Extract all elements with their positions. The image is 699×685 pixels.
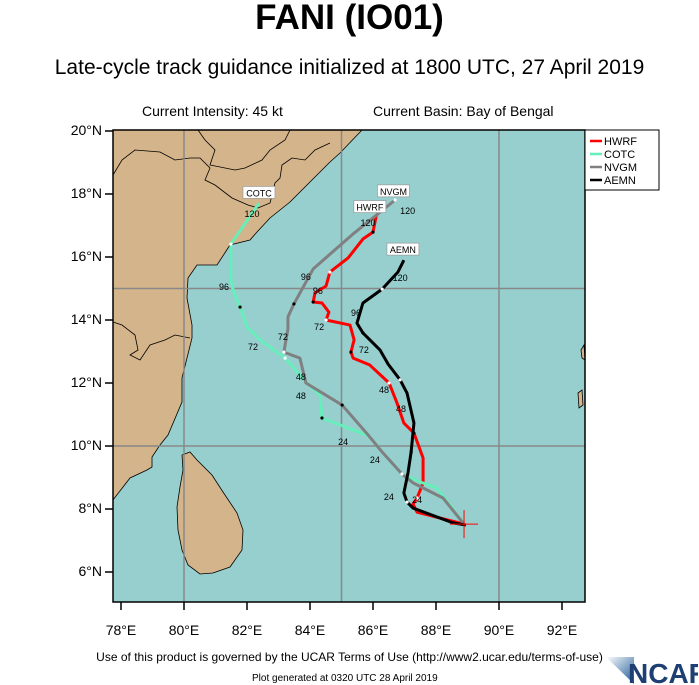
forecast-hour-label: 96 <box>219 282 229 292</box>
lon-label: 84°E <box>294 622 326 638</box>
forecast-hour-label: 96 <box>351 308 361 318</box>
track-point <box>320 416 324 420</box>
track-point <box>238 305 242 309</box>
track-hwrf <box>311 215 465 526</box>
track-point <box>398 378 402 382</box>
model-tag: COTC <box>246 188 272 198</box>
lat-label: 12°N <box>70 374 102 390</box>
track-point <box>387 381 391 385</box>
model-tag: NVGM <box>380 187 407 197</box>
state-border <box>112 142 331 209</box>
forecast-hour-label: 24 <box>384 492 394 502</box>
track-point <box>405 500 409 504</box>
lat-label: 10°N <box>70 437 102 453</box>
guidance-subtitle: Late-cycle track guidance initialized at… <box>54 56 645 79</box>
model-tag: AEMN <box>390 245 416 255</box>
track-point <box>283 356 287 360</box>
track-point <box>340 403 344 407</box>
track-point <box>409 450 413 454</box>
track-point <box>361 331 365 335</box>
track-point <box>324 318 328 322</box>
track-point <box>311 300 315 304</box>
map-frame <box>112 129 586 603</box>
legend-label: NVGM <box>604 162 637 174</box>
track-point <box>328 270 332 274</box>
forecast-hour-label: 72 <box>314 322 324 332</box>
state-border <box>112 321 191 361</box>
lon-label: 90°E <box>483 622 515 638</box>
lon-label: 92°E <box>546 622 578 638</box>
lat-label: 14°N <box>70 311 102 327</box>
track-point <box>393 198 397 202</box>
forecast-hour-label: 24 <box>412 495 422 505</box>
legend-label: COTC <box>604 149 635 161</box>
lat-label: 16°N <box>70 248 102 264</box>
lat-label: 6°N <box>78 563 103 579</box>
sri-lanka-landmass <box>176 451 244 575</box>
track-point <box>229 242 233 246</box>
model-tag: HWRF <box>356 203 383 213</box>
forecast-hour-label: 72 <box>359 345 369 355</box>
forecast-hour-label: 120 <box>400 206 415 216</box>
forecast-hour-label: 48 <box>296 372 306 382</box>
andaman-island <box>577 389 584 409</box>
forecast-hour-label: 96 <box>313 286 323 296</box>
track-point <box>400 472 404 476</box>
forecast-hour-label: 120 <box>360 218 375 228</box>
state-border <box>197 129 291 171</box>
forecast-hour-label: 120 <box>393 273 408 283</box>
model-tag-box <box>377 184 410 198</box>
track-point <box>292 302 296 306</box>
gridlines <box>113 130 585 602</box>
model-tag-box <box>386 242 420 256</box>
track-point <box>349 350 353 354</box>
ncar-logo-text: NCAR <box>628 658 698 685</box>
lon-label: 86°E <box>357 622 389 638</box>
lat-label: 18°N <box>70 185 102 201</box>
terms-of-use-notice: Use of this product is governed by the U… <box>96 650 603 664</box>
land <box>112 129 586 575</box>
current-basin: Current Basin: Bay of Bengal <box>373 103 554 119</box>
lon-label: 78°E <box>105 622 137 638</box>
forecast-hour-label: 96 <box>301 272 311 282</box>
lon-label: 80°E <box>168 622 200 638</box>
lon-label: 82°E <box>231 622 263 638</box>
legend-label: AEMN <box>604 175 636 187</box>
current-intensity: Current Intensity: 45 kt <box>142 103 283 119</box>
lat-label: 8°N <box>78 500 103 516</box>
forecast-hour-label: 72 <box>248 342 258 352</box>
track-point <box>282 350 286 354</box>
forecast-hour-label: 48 <box>296 391 306 401</box>
model-tag-box <box>242 186 276 199</box>
forecast-hour-label: 48 <box>379 385 389 395</box>
plot-generated-timestamp: Plot generated at 0320 UTC 28 April 2019 <box>252 673 438 684</box>
forecast-tracks <box>229 198 467 527</box>
track-point <box>371 230 375 234</box>
storm-title: FANI (IO01) <box>255 0 444 37</box>
legend-label: HWRF <box>604 136 637 148</box>
forecast-hour-label: 72 <box>278 332 288 342</box>
forecast-hour-label: 48 <box>396 404 406 414</box>
initial-position-marker <box>450 510 479 539</box>
lat-label: 20°N <box>70 122 102 138</box>
forecast-hour-label: 24 <box>370 455 380 465</box>
ncar-logo: NCAR <box>606 657 698 685</box>
forecast-hour-label: 24 <box>338 437 348 447</box>
track-point <box>380 287 384 291</box>
forecast-hour-label: 120 <box>245 209 260 219</box>
model-tag-box <box>353 200 387 213</box>
lon-label: 88°E <box>420 622 452 638</box>
axis-ticks <box>105 130 563 610</box>
track-point <box>415 496 419 500</box>
track-labels: HWRF COTC NVGM AEMN 24 48 72 96 120 24 48 72 96 120 24… <box>219 184 422 505</box>
